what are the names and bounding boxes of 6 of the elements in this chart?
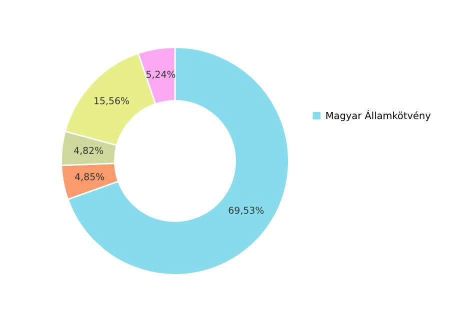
data-label: 69,53% <box>228 206 264 215</box>
data-label: 4,82% <box>74 146 104 155</box>
data-label: 5,24% <box>146 70 176 79</box>
data-label: 4,85% <box>75 173 104 182</box>
data-label: 15,56% <box>94 97 129 106</box>
legend-label: Magyar Államkötvény <box>326 110 431 122</box>
